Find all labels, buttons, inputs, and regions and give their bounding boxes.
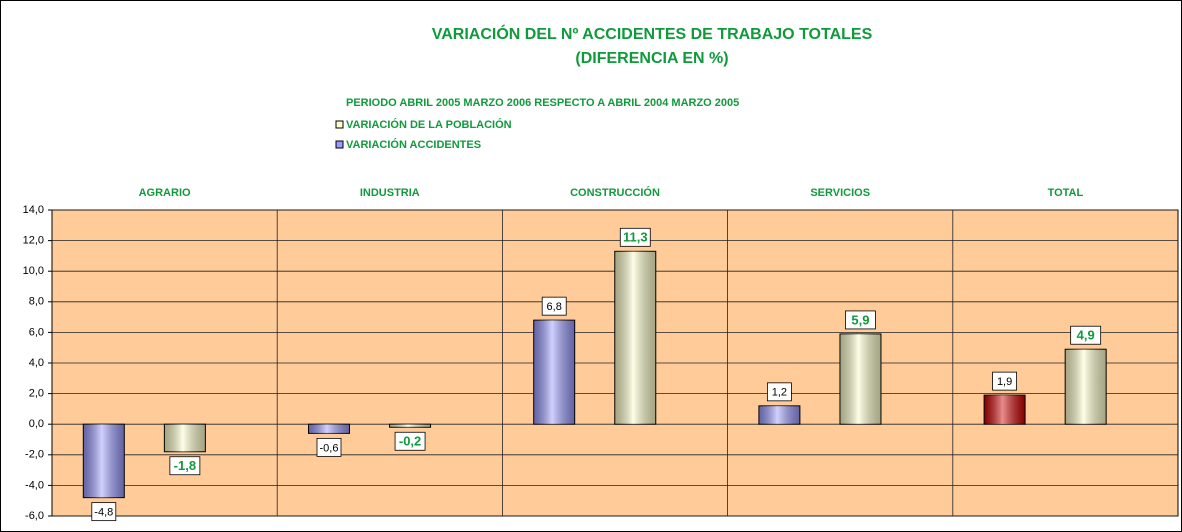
value-label: 1,2 xyxy=(772,387,787,399)
y-tick-label: 10,0 xyxy=(23,265,44,277)
value-label-box xyxy=(169,456,201,476)
bar-shine xyxy=(83,424,125,498)
value-label: -4,8 xyxy=(94,507,113,519)
value-label-box xyxy=(541,296,567,316)
value-label: 4,9 xyxy=(1077,328,1095,343)
category-label: TOTAL xyxy=(1048,187,1084,199)
chart-title: VARIACIÓN DEL Nº ACCIDENTES DE TRABAJO T… xyxy=(432,24,873,43)
value-label: -0,6 xyxy=(320,442,339,454)
y-tick-label: -2,0 xyxy=(25,449,44,461)
bar-shine xyxy=(758,405,800,425)
value-label: -0,2 xyxy=(399,434,421,449)
y-tick-label: 12,0 xyxy=(23,235,44,247)
value-label-box xyxy=(91,502,117,522)
value-label: -1,8 xyxy=(174,458,196,473)
y-tick-label: -6,0 xyxy=(25,510,44,522)
category-label: CONSTRUCCIÓN xyxy=(570,186,660,199)
legend-label: VARIACIÓN ACCIDENTES xyxy=(346,138,481,151)
value-label-box xyxy=(766,382,792,402)
chart-title: (DIFERENCIA EN %) xyxy=(575,50,728,67)
legend-label: VARIACIÓN DE LA POBLACIÓN xyxy=(346,118,512,131)
value-label: 6,8 xyxy=(547,301,562,313)
value-label: 11,3 xyxy=(623,230,648,245)
legend-swatch xyxy=(335,120,344,129)
value-label-box xyxy=(992,371,1017,391)
category-label: INDUSTRIA xyxy=(360,187,420,199)
bar-shine xyxy=(308,424,350,434)
value-label: 1,9 xyxy=(997,376,1012,388)
bar-shine xyxy=(533,320,575,425)
bar-shine xyxy=(614,251,656,425)
value-label-box xyxy=(619,227,651,247)
y-tick-label: -4,0 xyxy=(25,479,44,491)
bar-shine xyxy=(839,333,881,425)
category-label: AGRARIO xyxy=(139,187,191,199)
y-tick-label: 0,0 xyxy=(29,418,44,430)
value-label-box xyxy=(394,431,426,451)
bar-shine xyxy=(389,424,431,428)
legend-swatch xyxy=(335,140,344,149)
value-label: 5,9 xyxy=(851,312,869,327)
bar-shine xyxy=(984,395,1026,425)
y-tick-label: 4,0 xyxy=(29,357,44,369)
y-tick-label: 6,0 xyxy=(29,326,44,338)
value-label-box xyxy=(1070,325,1102,345)
chart-subtitle: PERIODO ABRIL 2005 MARZO 2006 RESPECTO A… xyxy=(346,97,739,109)
value-label-box xyxy=(845,310,876,330)
y-tick-label: 14,0 xyxy=(23,204,44,216)
y-tick-label: 2,0 xyxy=(29,388,44,400)
value-label-box xyxy=(316,437,342,457)
y-tick-label: 8,0 xyxy=(29,296,44,308)
bar-shine xyxy=(164,424,206,452)
category-label: SERVICIOS xyxy=(810,187,870,199)
bar-shine xyxy=(1065,349,1107,425)
